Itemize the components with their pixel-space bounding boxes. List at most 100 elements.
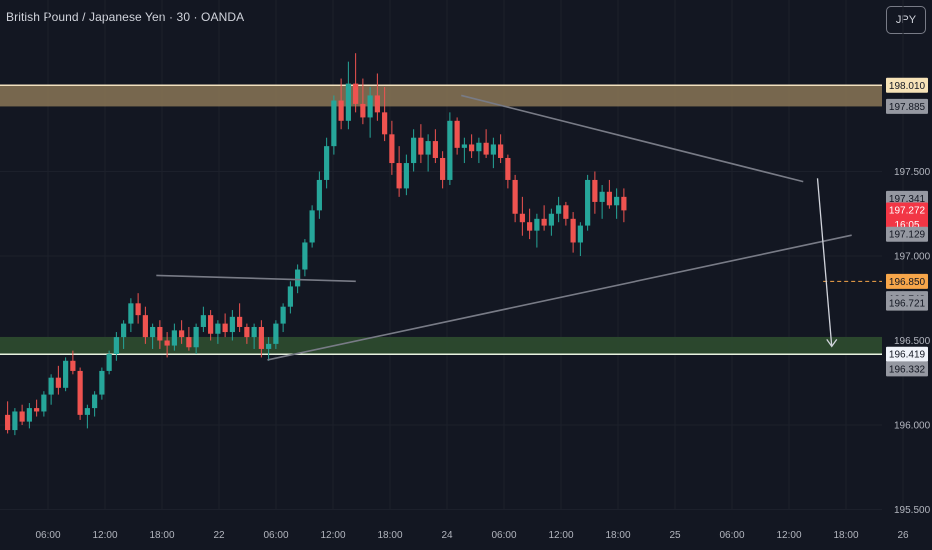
price-tick-label: 196.500 [894,336,931,347]
candle [244,323,250,344]
candle [556,196,562,223]
candle [121,320,127,349]
candle-body [389,134,395,164]
candle-body [396,163,402,189]
price-label-bg [886,190,928,206]
candle [26,403,32,429]
price-label-bg [886,77,928,93]
candle [534,213,540,248]
candle-body [251,326,257,338]
candle [367,87,373,138]
time-tick-label: 25 [669,530,681,541]
candle-body [12,411,18,431]
candle-body [150,326,156,338]
candle-body [338,100,344,121]
candle-body [237,316,243,327]
candle-body [505,157,511,180]
candle-body [519,213,525,223]
price-label-bg [886,202,928,233]
time-tick-label: 18:00 [605,530,630,541]
candle-body [258,326,264,349]
candle [519,196,525,236]
candle-body [374,95,380,113]
candle [287,281,293,314]
resistance-zone [0,85,882,107]
price-tick-label: 196.000 [894,421,931,432]
candle [215,320,221,344]
candle [418,124,424,164]
candle-body [476,142,482,152]
price-label-target: 196.850 [886,273,928,289]
candle-body [142,315,148,338]
candle-body [41,394,47,412]
candle [403,154,409,196]
candle-body [171,330,177,346]
candle-body [440,157,446,180]
candle-body [208,315,214,334]
candle-body [461,144,467,148]
candle-body [490,144,496,155]
candle [621,188,627,223]
candle-body [541,218,547,226]
candle-body [360,103,366,118]
candle-body [92,394,98,409]
candle-body [157,326,163,341]
candle [353,53,359,113]
time-axis[interactable]: 06:00 12:00 18:00 22 06:00 12:00 18:00 24 06:00 1… [35,530,909,541]
candle [164,332,170,358]
candle-body [135,303,141,316]
candle [505,154,511,189]
candle-body [19,411,25,422]
candle-body [222,323,228,333]
candle-body [606,191,612,206]
candle-body [287,286,293,307]
candle-body [331,100,337,147]
trendline-upper [461,94,804,183]
candle-body [309,210,315,243]
trendline-lower [267,234,852,361]
candle-body [614,196,620,206]
candle-body [26,408,32,422]
candle [222,313,228,338]
time-tick-label: 18:00 [833,530,858,541]
candle-body [84,408,90,415]
support-zone [0,336,882,355]
candle-body [512,179,518,214]
candle-body [48,377,54,395]
candle [585,174,591,231]
candle [48,374,54,405]
price-label-current: 197.272 16:05 [886,202,928,233]
candle-body [483,142,489,155]
candle-body [556,205,562,214]
candle-body [215,323,221,334]
price-label-bg [886,273,928,289]
time-tick-label: 26 [897,530,909,541]
candle-body [367,95,373,118]
candle [150,323,156,349]
candle-body [382,112,388,135]
candle [92,391,98,417]
candle [606,179,612,209]
time-tick-label: 22 [213,530,225,541]
candle-body [577,225,583,243]
candle-body [469,144,475,152]
candle [135,293,141,324]
candle-body [345,83,351,121]
candle [469,134,475,158]
price-label-text: 196.332 [889,364,926,375]
candle [614,188,620,219]
price-label-gray: 196.721 [886,295,928,311]
price-label-bg [886,361,928,377]
candle [142,306,148,344]
candle [490,137,496,169]
currency-button[interactable]: JPY [886,6,926,34]
candle [432,129,438,164]
candle-body [77,370,83,415]
time-tick-label: 24 [441,530,453,541]
candle-body [113,337,119,355]
candle [382,87,388,142]
price-axis[interactable]: 195.500 196.000 196.500 197.000 197.500 [894,167,931,516]
candle [295,264,301,294]
candle-body [70,360,76,371]
